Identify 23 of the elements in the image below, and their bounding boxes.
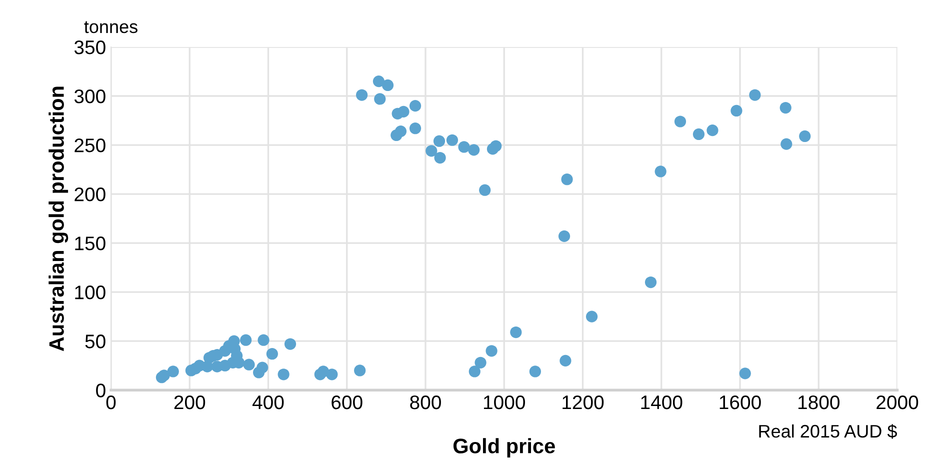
y-tick-label: 350 bbox=[74, 40, 106, 54]
x-tick-label: 2000 bbox=[876, 395, 918, 410]
y-tick-label: 250 bbox=[74, 138, 106, 152]
x-tick-label: 1400 bbox=[641, 395, 682, 410]
x-tick-label: 1600 bbox=[720, 395, 761, 410]
x-tick-label: 400 bbox=[252, 395, 284, 410]
y-tick-label: 150 bbox=[75, 236, 106, 250]
x-tick-label: 1200 bbox=[562, 395, 604, 410]
x-tick-label: 600 bbox=[332, 395, 362, 410]
y-tick-label: 300 bbox=[74, 89, 106, 104]
text: tonnes bbox=[84, 21, 138, 34]
x-tick-label: 1800 bbox=[798, 395, 840, 410]
y-tick-label: 50 bbox=[85, 334, 106, 348]
x-tick-label: 200 bbox=[174, 395, 206, 410]
x-tick-label: 800 bbox=[410, 395, 441, 410]
x-tick-label: 1000 bbox=[484, 395, 525, 410]
x-axis-title: Gold price bbox=[453, 438, 555, 458]
y-tick-label: 200 bbox=[74, 188, 106, 202]
y-tick-label: 100 bbox=[75, 286, 106, 300]
x-tick-label: 0 bbox=[106, 395, 116, 410]
y-axis-title: Australian gold production bbox=[48, 86, 68, 352]
text: Real 2015 AUD $ bbox=[759, 424, 897, 439]
y-tick-label: 0 bbox=[96, 384, 106, 398]
